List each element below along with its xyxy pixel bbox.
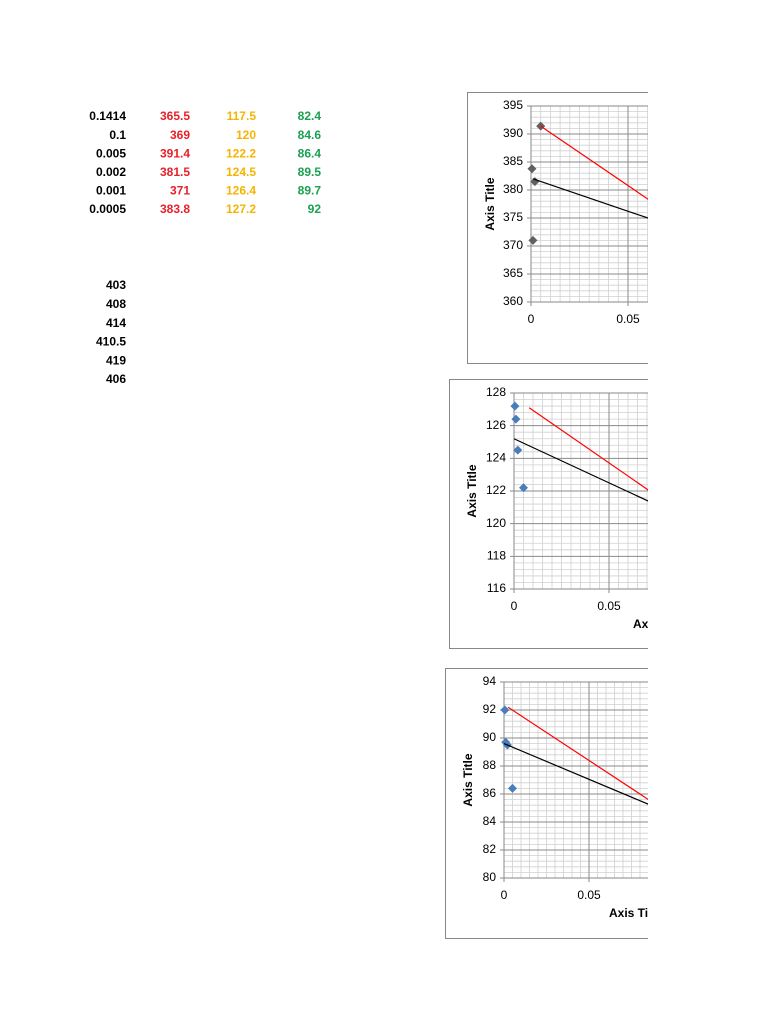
cell: 371 xyxy=(170,184,190,198)
cell: 0.1 xyxy=(109,128,126,142)
cell: 86.4 xyxy=(298,146,322,160)
cell: 410.5 xyxy=(96,335,126,349)
x-tick-label: 0.1 xyxy=(717,312,734,326)
chart: 94 92 90 88 86 84 82 80 0 0.05 0.1 0.15 Axis Title Ax… xyxy=(445,668,768,939)
y-axis-title: Axis Title xyxy=(483,177,497,230)
y-tick-label: 120 xyxy=(486,516,506,530)
y-tick-label: 395 xyxy=(503,98,523,112)
trend-line xyxy=(507,706,648,801)
y-tick-label: 94 xyxy=(483,674,497,688)
cell: 403 xyxy=(106,278,126,292)
x-tick-label: 0 xyxy=(501,888,508,902)
x-axis-title: Axis Title xyxy=(609,906,662,920)
cell: 381.5 xyxy=(160,165,190,179)
cell: 0.001 xyxy=(96,184,126,198)
y-tick-label: 122 xyxy=(486,483,506,497)
cell: 117.5 xyxy=(227,109,257,123)
point xyxy=(513,445,523,455)
cell: 419 xyxy=(106,353,126,367)
y-tick-label: 380 xyxy=(503,182,523,196)
x-tick-label: 0 xyxy=(528,312,535,326)
x-tick-label: 0.05 xyxy=(616,312,640,326)
y-tick-label: 385 xyxy=(503,154,523,168)
chart: 39539038538037537036536000.050.10.15Axis… xyxy=(467,92,734,364)
y-tick-label: 126 xyxy=(486,418,506,432)
y-axis-title: Axis Title xyxy=(461,753,475,806)
cell: 391.4 xyxy=(160,146,190,160)
point xyxy=(670,809,679,818)
cell: 414 xyxy=(106,316,126,330)
cell: 369 xyxy=(170,128,190,142)
x-tick-label: 0.1 xyxy=(666,888,683,902)
cell: 408 xyxy=(106,297,126,311)
point xyxy=(527,164,537,174)
cell: 89.5 xyxy=(298,165,322,179)
cell: 0.002 xyxy=(96,165,126,179)
data-table: 0.1414 365.5 117.5 82.4 0.1 369 120 84.6 0.005 39… xyxy=(89,109,321,386)
point xyxy=(740,840,749,849)
x-tick-label: 0.05 xyxy=(577,888,601,902)
point xyxy=(519,483,528,493)
cell: 0.1414 xyxy=(89,109,126,123)
y-tick-label: 390 xyxy=(503,126,523,140)
cell: 127.2 xyxy=(226,202,256,216)
point xyxy=(530,177,540,187)
cell: 126.4 xyxy=(226,184,256,198)
trend-line xyxy=(532,178,648,219)
chart-frame xyxy=(449,379,648,649)
point xyxy=(501,737,511,747)
charts: 395 390 385 380 375 370 365 360 0 0.05 0.1 0.15 Axis… xyxy=(445,92,768,939)
y-tick-label: 86 xyxy=(483,786,497,800)
x-tick-label: 0.05 xyxy=(597,599,621,613)
x-tick-label: 0.1 xyxy=(696,599,713,613)
x-axis-title: Axis Title xyxy=(633,617,686,631)
point xyxy=(721,247,730,256)
y-tick-label: 84 xyxy=(483,814,497,828)
trend-line xyxy=(528,407,648,491)
y-tick-label: 370 xyxy=(503,238,523,252)
trend-line xyxy=(503,743,648,805)
point xyxy=(508,783,517,793)
y-tick-label: 360 xyxy=(503,294,523,308)
cell: 82.4 xyxy=(298,109,322,123)
y-tick-label: 116 xyxy=(487,581,506,595)
point xyxy=(528,235,538,245)
cell: 383.8 xyxy=(160,202,190,216)
y-tick-label: 82 xyxy=(483,842,497,856)
y-tick-label: 92 xyxy=(483,702,497,716)
cell: 122.2 xyxy=(226,146,256,160)
cell: 84.6 xyxy=(298,128,322,142)
y-tick-label: 90 xyxy=(483,730,497,744)
y-tick-label: 128 xyxy=(486,385,506,399)
cell: 365.5 xyxy=(160,109,190,123)
y-tick-label: 365 xyxy=(503,266,523,280)
x-tick-label: 0 xyxy=(511,599,518,613)
cell: 89.7 xyxy=(298,184,322,198)
y-tick-label: 80 xyxy=(483,870,497,884)
x-tick-label: 0.15 xyxy=(747,888,768,902)
cell: 0.005 xyxy=(96,146,126,160)
y-tick-label: 124 xyxy=(486,451,506,465)
point xyxy=(511,414,521,424)
cell: 124.5 xyxy=(226,165,256,179)
y-tick-label: 118 xyxy=(487,549,506,563)
cell: 92 xyxy=(308,202,322,216)
cell: 120 xyxy=(236,128,256,142)
point xyxy=(700,519,709,528)
cell: 406 xyxy=(106,372,126,386)
y-axis-title: Axis Title xyxy=(465,464,479,517)
cell: 0.0005 xyxy=(89,202,126,216)
point xyxy=(510,401,520,411)
trend-line xyxy=(540,125,648,200)
trend-line xyxy=(513,438,648,502)
y-tick-label: 375 xyxy=(503,210,523,224)
y-tick-label: 88 xyxy=(483,758,497,772)
point xyxy=(500,705,510,715)
